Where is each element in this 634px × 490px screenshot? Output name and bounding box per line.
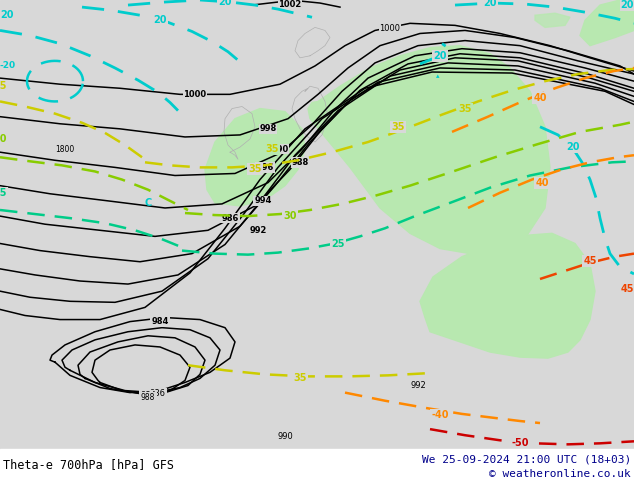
Text: 20: 20 xyxy=(566,142,579,152)
Text: 35: 35 xyxy=(249,165,262,174)
Text: -20: -20 xyxy=(0,61,16,71)
Text: 35: 35 xyxy=(391,122,404,132)
Text: 30: 30 xyxy=(283,211,297,221)
Text: 986: 986 xyxy=(221,214,238,222)
Text: ▴: ▴ xyxy=(436,73,440,79)
Text: 40: 40 xyxy=(533,94,547,103)
Text: 992: 992 xyxy=(410,381,426,390)
Text: 988: 988 xyxy=(141,393,155,402)
Text: 996: 996 xyxy=(256,163,274,172)
Text: 984: 984 xyxy=(152,317,169,326)
Text: 20: 20 xyxy=(433,51,447,61)
Polygon shape xyxy=(308,46,550,254)
Text: 1000: 1000 xyxy=(380,24,401,33)
Text: 986: 986 xyxy=(150,389,166,398)
Text: 20: 20 xyxy=(218,0,232,7)
Text: 20: 20 xyxy=(483,0,497,8)
Text: -50: -50 xyxy=(511,439,529,448)
Text: 984: 984 xyxy=(140,391,156,400)
Polygon shape xyxy=(205,109,305,206)
Text: © weatheronline.co.uk: © weatheronline.co.uk xyxy=(489,469,631,479)
Text: Theta-e 700hPa [hPa] GFS: Theta-e 700hPa [hPa] GFS xyxy=(3,458,174,471)
Text: 1800: 1800 xyxy=(55,145,75,154)
Text: C: C xyxy=(145,198,152,208)
Bar xyxy=(0,449,634,490)
Text: 25: 25 xyxy=(331,240,345,249)
Polygon shape xyxy=(580,0,634,46)
Polygon shape xyxy=(535,13,570,27)
Text: We 25-09-2024 21:00 UTC (18+03): We 25-09-2024 21:00 UTC (18+03) xyxy=(422,455,631,465)
Text: 30: 30 xyxy=(0,134,7,144)
Text: 992: 992 xyxy=(249,226,267,235)
Text: 1002: 1002 xyxy=(278,0,302,8)
Text: 45: 45 xyxy=(583,256,597,266)
Text: 35: 35 xyxy=(458,103,472,114)
Text: 35: 35 xyxy=(265,144,279,154)
Text: 35: 35 xyxy=(294,373,307,383)
Text: 20: 20 xyxy=(153,15,167,25)
Text: 998: 998 xyxy=(259,124,276,133)
Text: 20: 20 xyxy=(0,10,13,20)
Text: 990: 990 xyxy=(277,432,293,441)
Text: 994: 994 xyxy=(254,196,272,205)
Text: 988: 988 xyxy=(292,158,309,167)
Text: 20: 20 xyxy=(621,0,634,10)
Text: 40: 40 xyxy=(535,177,549,188)
Text: 990: 990 xyxy=(271,145,288,154)
Text: 45: 45 xyxy=(621,284,634,294)
Text: 1000: 1000 xyxy=(183,90,207,99)
Text: 35: 35 xyxy=(0,81,7,91)
Polygon shape xyxy=(420,233,595,358)
Text: -40: -40 xyxy=(431,410,449,420)
Text: 25: 25 xyxy=(0,188,7,198)
